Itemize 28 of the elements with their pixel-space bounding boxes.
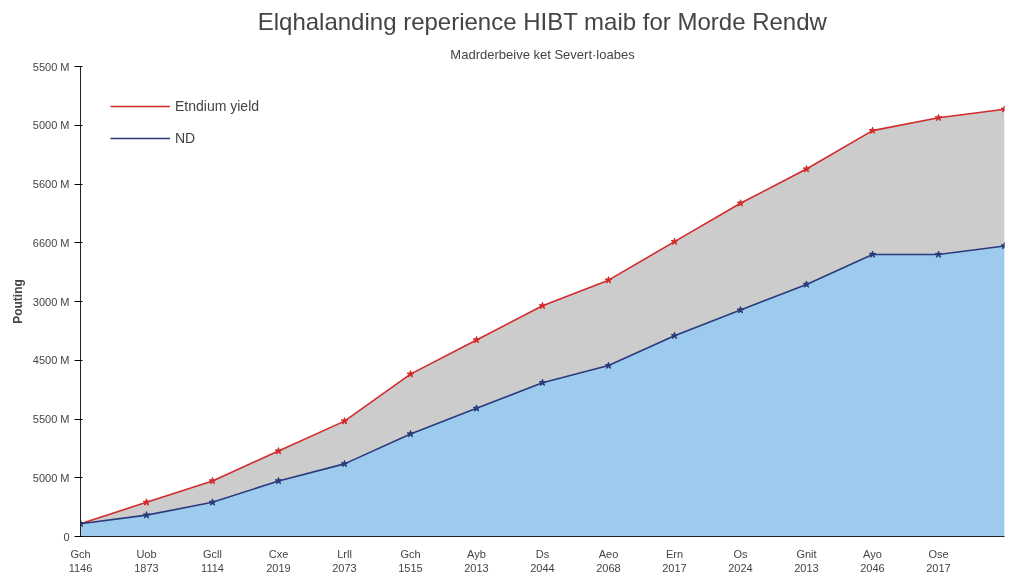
x-tick-label: Gch 1515 <box>398 547 423 574</box>
x-tick-label: Ayb 2013 <box>464 547 489 574</box>
text: 0 <box>63 530 70 543</box>
x-tick-label: Lrll 2073 <box>332 547 357 574</box>
text: 4500 M <box>32 354 70 367</box>
text: 5500 M <box>32 413 70 425</box>
text: 6600 M <box>32 236 70 249</box>
text: 5000 M <box>32 119 70 132</box>
x-tick-label: Uob 1873 <box>134 547 159 574</box>
text: 5500 M <box>32 60 70 73</box>
chart-title: Elqhalanding reperience HIBT maib for Morde Rendw <box>257 7 828 35</box>
x-tick-label: Cxe 2019 <box>266 547 291 574</box>
legend-label: ND <box>175 130 196 146</box>
x-tick-label: Gnit 2013 <box>794 547 819 574</box>
x-tick-label: Aeo 2068 <box>596 547 621 574</box>
text: 3000 M <box>32 295 70 308</box>
x-tick-label: Ds 2044 <box>530 547 555 574</box>
y-axis-title: Pouting <box>10 279 25 324</box>
text: 5000 M <box>32 471 70 484</box>
x-tick-label: Ern 2017 <box>662 547 687 574</box>
chart-subtitle: Madrderbeive ket Severt·loabes <box>450 46 636 62</box>
x-tick-label: Gcll 1114 <box>201 547 224 574</box>
text: 5600 M <box>32 178 70 190</box>
x-tick-label: Gch 1146 <box>68 547 93 574</box>
x-tick-label: Os 2024 <box>728 547 753 574</box>
legend-label: Etndium yield <box>175 98 260 114</box>
x-tick-label: Ose 2017 <box>926 547 951 574</box>
x-tick-label: Ayo 2046 <box>860 547 885 574</box>
